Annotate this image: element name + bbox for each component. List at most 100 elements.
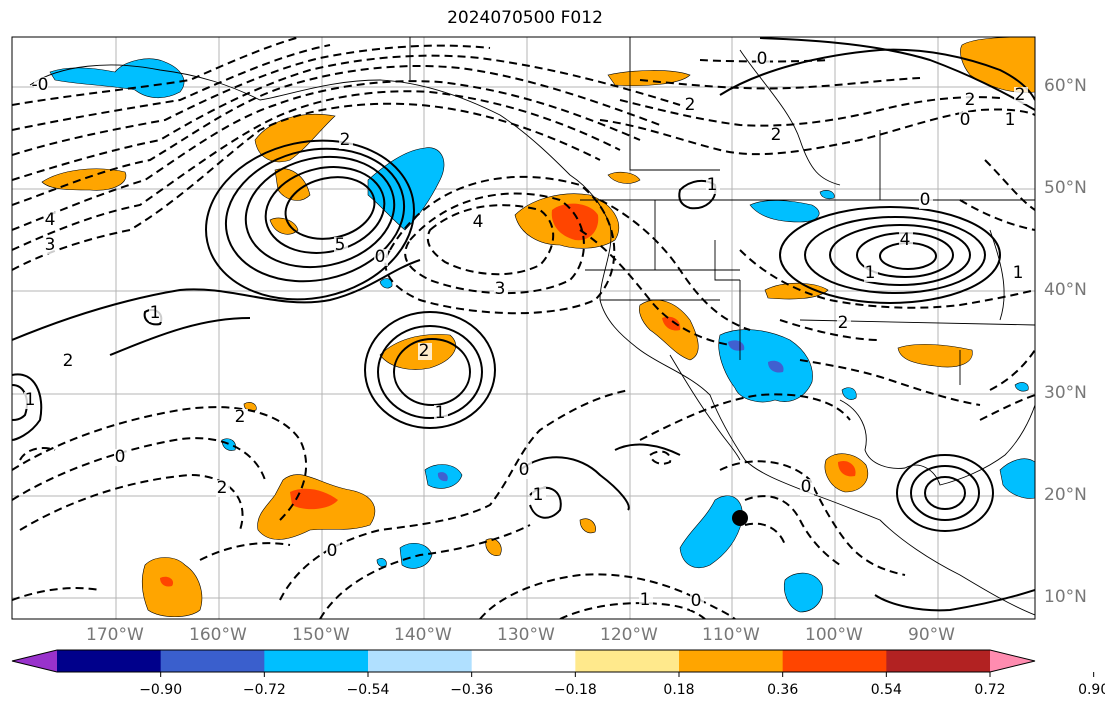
contour-label: 2 bbox=[217, 478, 228, 498]
contour-label: 2 bbox=[63, 351, 74, 371]
contour-label: 4 bbox=[900, 230, 911, 250]
contour-label: -0 bbox=[32, 75, 49, 95]
contour-label: 0 bbox=[115, 447, 126, 467]
contour-label: 2 bbox=[1015, 85, 1026, 105]
contour-label: 2 bbox=[419, 341, 430, 361]
contour-label: 0 bbox=[801, 477, 812, 497]
contour-label-bg bbox=[964, 92, 978, 109]
contour-label-bg bbox=[919, 192, 933, 209]
longitude-label: 120°W bbox=[600, 625, 658, 645]
contour-label-bg bbox=[1004, 112, 1018, 129]
contour-label-bg bbox=[684, 97, 698, 114]
latitude-label: 50°N bbox=[1044, 178, 1087, 198]
contour-label-bg bbox=[44, 212, 58, 229]
contour-label-bg bbox=[756, 51, 770, 68]
dashed-contours bbox=[12, 37, 1035, 619]
contour-label-bg bbox=[494, 281, 508, 298]
colorbar-label: 0.72 bbox=[974, 682, 1006, 698]
contour-label: 3 bbox=[495, 279, 506, 299]
colorbar-segment bbox=[679, 650, 784, 672]
longitude-label: 110°W bbox=[702, 625, 760, 645]
contour-label-bg bbox=[339, 132, 353, 149]
latitude-label: 30°N bbox=[1044, 383, 1087, 403]
colorbar-segment bbox=[264, 650, 369, 672]
contour-label: 0 bbox=[327, 541, 338, 561]
contour-label: 2 bbox=[965, 90, 976, 110]
colorbar-label: −0.36 bbox=[450, 682, 494, 698]
longitude-label: 90°W bbox=[908, 625, 955, 645]
colorbar-segment bbox=[368, 650, 473, 672]
contour-label-bg bbox=[374, 249, 388, 266]
latitude-label: 40°N bbox=[1044, 280, 1087, 300]
colorbar-outline bbox=[11, 649, 1036, 673]
longitude-label: 100°W bbox=[805, 625, 863, 645]
contour-label-bg bbox=[44, 237, 58, 254]
contour-label: 0 bbox=[757, 49, 768, 69]
contour-label-bg bbox=[216, 480, 230, 497]
contour-label: 1 bbox=[1005, 110, 1016, 130]
colorbar-segment bbox=[886, 650, 991, 672]
contour-label-bg bbox=[959, 112, 973, 129]
colorbar-segment bbox=[990, 650, 1035, 672]
contour-label-bg bbox=[434, 405, 448, 422]
contour-label-bg bbox=[864, 265, 878, 282]
latitude-label: 60°N bbox=[1044, 76, 1087, 96]
contour-label-bg bbox=[1014, 87, 1028, 104]
contour-label: 5 bbox=[335, 235, 346, 255]
contour-label-bg bbox=[532, 487, 546, 504]
contour-label: 1 bbox=[865, 263, 876, 283]
contour-label: 1 bbox=[640, 590, 651, 610]
contour-label: 0 bbox=[691, 591, 702, 611]
contour-label-bg bbox=[418, 343, 432, 360]
colorbar-label: −0.18 bbox=[553, 682, 597, 698]
colorbar-label: −0.72 bbox=[242, 682, 286, 698]
contour-label: 1 bbox=[435, 403, 446, 423]
contour-label: 0 bbox=[920, 190, 931, 210]
longitude-label: 130°W bbox=[497, 625, 555, 645]
contour-label-bg bbox=[1012, 265, 1026, 282]
colorbar-segment bbox=[57, 650, 162, 672]
contour-label-bg bbox=[690, 593, 704, 610]
colorbar-segment bbox=[782, 650, 887, 672]
contour-label-bg bbox=[114, 449, 128, 466]
contour-label: 1 bbox=[1013, 263, 1024, 283]
longitude-label: 150°W bbox=[292, 625, 350, 645]
latitude-label: 20°N bbox=[1044, 485, 1087, 505]
colorbar-label: −0.90 bbox=[139, 682, 183, 698]
contour-label: 4 bbox=[45, 210, 56, 230]
colorbar-label: 0.36 bbox=[767, 682, 799, 698]
contour-label: 2 bbox=[838, 313, 849, 333]
contour-label: 0 bbox=[519, 460, 530, 480]
longitude-label: 140°W bbox=[394, 625, 452, 645]
contour-label-bg bbox=[899, 232, 913, 249]
contour-label: 4 bbox=[473, 212, 484, 232]
negative-anomaly-fills bbox=[49, 58, 1035, 613]
colorbar-label: 0.54 bbox=[870, 682, 902, 698]
contour-label-bg bbox=[837, 315, 851, 332]
contour-label: 1 bbox=[533, 485, 544, 505]
contour-label-bg bbox=[234, 409, 248, 426]
colorbar bbox=[11, 649, 1095, 677]
map-title: 2024070500 F012 bbox=[447, 8, 603, 28]
contour-label: 2 bbox=[340, 130, 351, 150]
contour-label-bg bbox=[800, 479, 814, 496]
contour-label-bg bbox=[334, 237, 348, 254]
gridlines bbox=[12, 37, 1035, 619]
strong-positive-fills bbox=[160, 203, 856, 587]
contour-label-bg bbox=[34, 77, 48, 94]
colorbar-label: 0.18 bbox=[663, 682, 695, 698]
latitude-label: 10°N bbox=[1044, 587, 1087, 607]
contour-label-bg bbox=[706, 177, 720, 194]
contour-label-bg bbox=[149, 305, 163, 322]
longitude-label: 160°W bbox=[189, 625, 247, 645]
colorbar-label: −0.54 bbox=[346, 682, 390, 698]
colorbar-label: 0.90 bbox=[1078, 682, 1105, 698]
contour-label-bg bbox=[770, 127, 784, 144]
contour-label-bg bbox=[24, 392, 38, 409]
longitude-label: 170°W bbox=[86, 625, 144, 645]
contour-label-bg bbox=[639, 592, 653, 609]
colorbar-segment bbox=[12, 650, 57, 672]
contour-label-bg bbox=[62, 353, 76, 370]
solid-contours bbox=[12, 37, 1035, 612]
